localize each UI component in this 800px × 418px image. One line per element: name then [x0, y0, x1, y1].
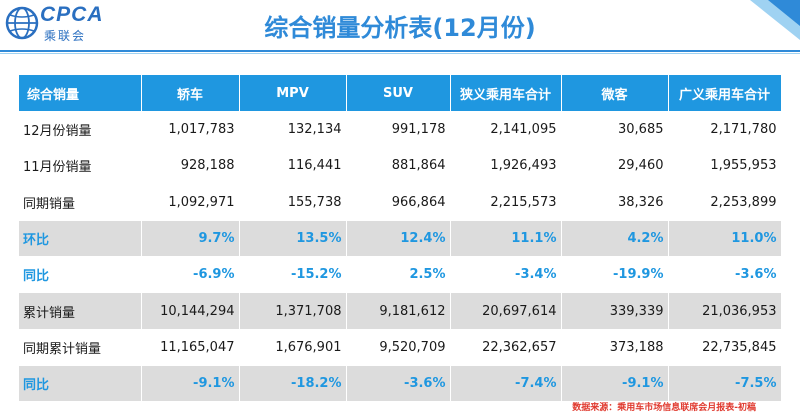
- table-header-row: 综合销量 轿车 MPV SUV 狭义乘用车合计 微客 广义乘用车合计: [19, 75, 782, 112]
- row-label: 同期销量: [19, 184, 142, 221]
- row-label: 同期累计销量: [19, 329, 142, 367]
- table-cell: 1,371,708: [239, 292, 347, 330]
- table-cell: 1,092,971: [141, 184, 240, 221]
- table-cell: 339,339: [561, 292, 669, 330]
- table-cell: 29,460: [561, 147, 669, 185]
- table-cell: 155,738: [239, 184, 347, 221]
- table-cell: -6.9%: [141, 256, 240, 294]
- data-source-note: 数据来源：乘用车市场信息联席会月报表-初稿: [572, 403, 756, 413]
- table-cell: -18.2%: [239, 365, 347, 403]
- table-cell: 991,178: [346, 111, 451, 149]
- row-label: 环比: [19, 220, 142, 258]
- table-cell: 11,165,047: [141, 329, 240, 367]
- table-cell: 12.4%: [346, 220, 451, 258]
- table-row: 同期累计销量 11,165,047 1,676,901 9,520,709 22…: [19, 329, 782, 367]
- table-cell: -9.1%: [561, 365, 669, 403]
- table-cell: 20,697,614: [450, 292, 562, 330]
- table-cell: 1,955,953: [668, 147, 782, 185]
- table-cell: 11.0%: [668, 220, 782, 258]
- logo-cn-text: 乘联会: [44, 29, 87, 43]
- row-label: 同比: [19, 365, 142, 403]
- table-cell: -15.2%: [239, 256, 347, 294]
- table-cell: 22,735,845: [668, 329, 782, 367]
- top-bar: CPCA 乘联会 综合销量分析表(12月份): [0, 0, 800, 54]
- cpca-logo: CPCA 乘联会: [4, 3, 116, 43]
- table-cell: 30,685: [561, 111, 669, 149]
- title-underline: [0, 50, 800, 54]
- table-cell: -7.5%: [668, 365, 782, 403]
- table-cell: 132,134: [239, 111, 347, 149]
- table-cell: 966,864: [346, 184, 451, 221]
- table-row: 同期销量 1,092,971 155,738 966,864 2,215,573…: [19, 184, 782, 221]
- column-header: 狭义乘用车合计: [450, 75, 562, 112]
- table-cell: 2,171,780: [668, 111, 782, 149]
- table-cell: 2,253,899: [668, 184, 782, 221]
- row-label: 同比: [19, 256, 142, 294]
- logo-text: CPCA: [40, 3, 104, 26]
- sales-table-container: 综合销量 轿车 MPV SUV 狭义乘用车合计 微客 广义乘用车合计 12月份销…: [19, 75, 782, 403]
- table-cell: 13.5%: [239, 220, 347, 258]
- table-cell: 1,926,493: [450, 147, 562, 185]
- table-cell: 2,141,095: [450, 111, 562, 149]
- column-header: 微客: [561, 75, 669, 112]
- table-cell: 22,362,657: [450, 329, 562, 367]
- table-cell: 881,864: [346, 147, 451, 185]
- table-cell: 10,144,294: [141, 292, 240, 330]
- table-row: 同比 -6.9% -15.2% 2.5% -3.4% -19.9% -3.6%: [19, 256, 782, 294]
- table-cell: 373,188: [561, 329, 669, 367]
- column-header: MPV: [239, 75, 347, 112]
- table-row: 同比 -9.1% -18.2% -3.6% -7.4% -9.1% -7.5%: [19, 365, 782, 403]
- table-cell: -3.6%: [346, 365, 451, 403]
- table-cell: -7.4%: [450, 365, 562, 403]
- table-cell: 38,326: [561, 184, 669, 221]
- row-label: 11月份销量: [19, 147, 142, 185]
- table-cell: -3.6%: [668, 256, 782, 294]
- table-cell: 4.2%: [561, 220, 669, 258]
- table-cell: 2.5%: [346, 256, 451, 294]
- table-cell: 9,181,612: [346, 292, 451, 330]
- table-cell: 116,441: [239, 147, 347, 185]
- table-cell: -9.1%: [141, 365, 240, 403]
- table-cell: 2,215,573: [450, 184, 562, 221]
- table-cell: -19.9%: [561, 256, 669, 294]
- table-cell: 1,676,901: [239, 329, 347, 367]
- column-header: SUV: [346, 75, 451, 112]
- table-cell: 11.1%: [450, 220, 562, 258]
- table-row: 累计销量 10,144,294 1,371,708 9,181,612 20,6…: [19, 292, 782, 330]
- table-cell: -3.4%: [450, 256, 562, 294]
- sales-table: 综合销量 轿车 MPV SUV 狭义乘用车合计 微客 广义乘用车合计 12月份销…: [19, 75, 782, 403]
- globe-logo-icon: [5, 6, 39, 40]
- column-header: 综合销量: [19, 75, 142, 112]
- table-cell: 9.7%: [141, 220, 240, 258]
- table-cell: 9,520,709: [346, 329, 451, 367]
- table-row: 环比 9.7% 13.5% 12.4% 11.1% 4.2% 11.0%: [19, 220, 782, 258]
- column-header: 轿车: [141, 75, 240, 112]
- table-cell: 928,188: [141, 147, 240, 185]
- row-label: 12月份销量: [19, 111, 142, 149]
- table-row: 11月份销量 928,188 116,441 881,864 1,926,493…: [19, 147, 782, 185]
- table-cell: 21,036,953: [668, 292, 782, 330]
- table-cell: 1,017,783: [141, 111, 240, 149]
- row-label: 累计销量: [19, 292, 142, 330]
- table-row: 12月份销量 1,017,783 132,134 991,178 2,141,0…: [19, 111, 782, 149]
- corner-decoration-icon: [750, 0, 800, 40]
- column-header: 广义乘用车合计: [668, 75, 782, 112]
- page-title: 综合销量分析表(12月份): [264, 14, 536, 42]
